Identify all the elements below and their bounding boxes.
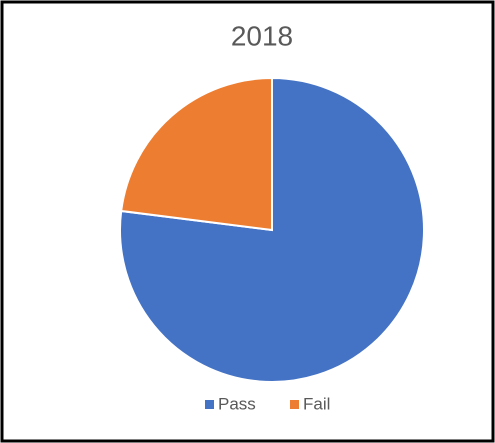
legend-swatch bbox=[205, 400, 214, 409]
pie-slice bbox=[120, 76, 273, 232]
pie-slice bbox=[119, 76, 425, 383]
legend-swatch bbox=[290, 400, 299, 409]
legend-label: Pass bbox=[218, 394, 256, 413]
legend-label: Fail bbox=[303, 394, 330, 413]
chart-title: 2018 bbox=[231, 20, 293, 51]
